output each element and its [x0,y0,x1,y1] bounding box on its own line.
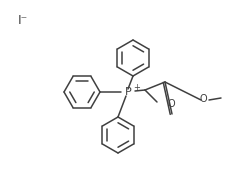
Text: I⁻: I⁻ [18,14,28,27]
Text: O: O [167,99,175,109]
Text: +: + [134,83,140,92]
Text: P: P [125,87,131,97]
Text: O: O [199,94,207,104]
